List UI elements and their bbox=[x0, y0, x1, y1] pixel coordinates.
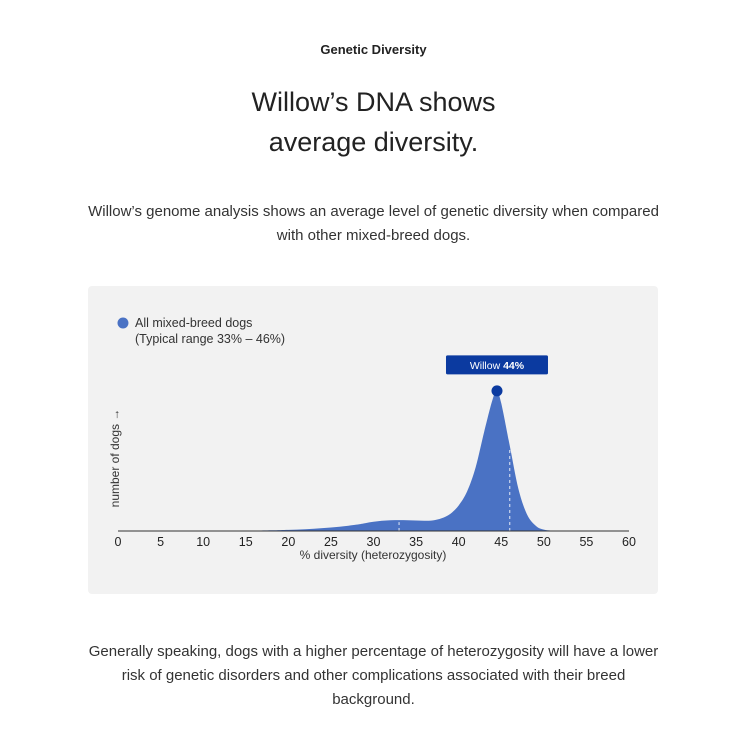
y-axis-label: number of dogs → bbox=[108, 409, 122, 508]
willow-name: Willow bbox=[470, 360, 503, 372]
x-axis-label: % diversity (heterozygosity) bbox=[300, 548, 447, 562]
x-tick-label: 55 bbox=[579, 535, 593, 549]
x-tick-label: 50 bbox=[537, 535, 551, 549]
x-tick-label: 15 bbox=[239, 535, 253, 549]
headline-line-1: Willow’s DNA shows bbox=[251, 87, 496, 117]
distribution-area bbox=[118, 391, 629, 531]
diversity-chart: All mixed-breed dogs (Typical range 33% … bbox=[108, 316, 636, 562]
plot-area: 0 5 10 15 20 25 30 35 40 45 50 55 60 Willow 44% bbox=[115, 355, 636, 549]
willow-marker-dot bbox=[491, 385, 503, 397]
x-tick-label: 0 bbox=[115, 535, 122, 549]
x-tick-label: 40 bbox=[452, 535, 466, 549]
x-tick-label: 25 bbox=[324, 535, 338, 549]
section-label: Genetic Diversity bbox=[320, 42, 427, 57]
x-tick-label: 60 bbox=[622, 535, 636, 549]
x-tick-label: 35 bbox=[409, 535, 423, 549]
willow-marker-label: Willow 44% bbox=[470, 360, 525, 372]
willow-value: 44% bbox=[503, 360, 525, 372]
legend-label: All mixed-breed dogs bbox=[135, 316, 252, 330]
x-tick-label: 5 bbox=[157, 535, 164, 549]
willow-marker-tag bbox=[445, 355, 548, 375]
diversity-chart-card: All mixed-breed dogs (Typical range 33% … bbox=[88, 286, 658, 594]
x-tick-label: 10 bbox=[196, 535, 210, 549]
legend-sublabel: (Typical range 33% – 46%) bbox=[135, 332, 285, 346]
x-tick-label: 30 bbox=[367, 535, 381, 549]
outro-paragraph: Generally speaking, dogs with a higher p… bbox=[88, 643, 659, 708]
legend-swatch bbox=[117, 317, 129, 329]
page-headline: Willow’s DNA shows average diversity. bbox=[0, 82, 747, 162]
headline-line-2: average diversity. bbox=[268, 127, 479, 157]
intro-paragraph: Willow’s genome analysis shows an averag… bbox=[88, 203, 659, 244]
x-tick-label: 20 bbox=[281, 535, 295, 549]
x-tick-label: 45 bbox=[494, 535, 508, 549]
